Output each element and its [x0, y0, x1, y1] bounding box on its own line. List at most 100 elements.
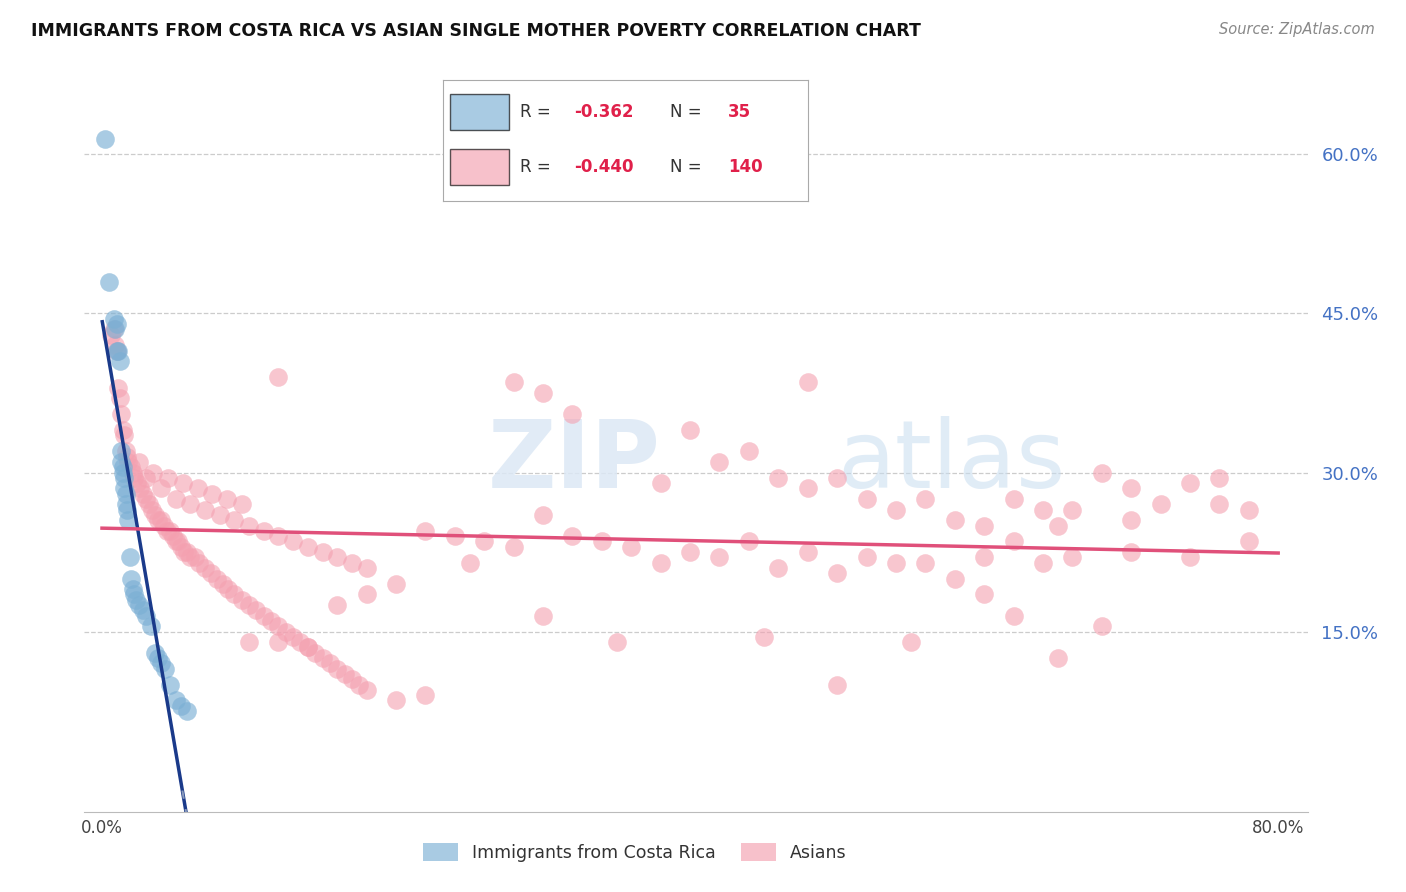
- Point: [120, 460, 142, 475]
- Point: [152, 518, 174, 533]
- Point: [165, 491, 187, 506]
- Point: [606, 635, 628, 649]
- Point: [238, 635, 260, 649]
- Point: [297, 640, 319, 655]
- Point: [349, 677, 371, 691]
- Point: [1062, 502, 1084, 516]
- Point: [900, 635, 922, 649]
- Point: [531, 386, 554, 401]
- Point: [650, 556, 672, 570]
- Point: [104, 322, 127, 336]
- Point: [973, 550, 995, 565]
- Point: [1208, 471, 1230, 485]
- Point: [679, 423, 702, 437]
- Point: [385, 693, 408, 707]
- Point: [159, 677, 181, 691]
- Point: [110, 455, 132, 469]
- Point: [738, 534, 761, 549]
- Point: [415, 524, 437, 538]
- Point: [472, 534, 495, 549]
- Point: [105, 343, 128, 358]
- Point: [1149, 497, 1171, 511]
- Point: [914, 556, 936, 570]
- Point: [768, 471, 790, 485]
- Point: [281, 630, 304, 644]
- Point: [1032, 502, 1054, 516]
- Point: [122, 466, 145, 480]
- Point: [1237, 502, 1260, 516]
- Point: [108, 392, 131, 406]
- Point: [205, 572, 228, 586]
- Point: [620, 540, 643, 554]
- Point: [326, 550, 349, 565]
- Point: [176, 545, 198, 559]
- Point: [170, 698, 193, 713]
- Point: [114, 497, 136, 511]
- Text: 140: 140: [728, 158, 762, 176]
- Point: [149, 657, 172, 671]
- Point: [224, 513, 246, 527]
- Point: [290, 635, 312, 649]
- Point: [796, 482, 818, 496]
- Point: [385, 576, 408, 591]
- Point: [444, 529, 467, 543]
- Point: [709, 550, 731, 565]
- Point: [208, 508, 231, 522]
- Point: [124, 471, 146, 485]
- Text: atlas: atlas: [837, 416, 1066, 508]
- Point: [855, 491, 877, 506]
- Point: [768, 561, 790, 575]
- Point: [326, 662, 349, 676]
- Point: [165, 534, 187, 549]
- Point: [138, 497, 160, 511]
- Point: [825, 677, 848, 691]
- Point: [173, 545, 195, 559]
- Point: [796, 376, 818, 390]
- Point: [1002, 491, 1025, 506]
- Point: [356, 682, 378, 697]
- Point: [1046, 651, 1069, 665]
- Point: [752, 630, 775, 644]
- Point: [561, 529, 583, 543]
- Text: N =: N =: [669, 103, 706, 120]
- Text: 35: 35: [728, 103, 751, 120]
- Point: [709, 455, 731, 469]
- Point: [112, 471, 135, 485]
- Point: [311, 651, 333, 665]
- Point: [415, 688, 437, 702]
- Point: [194, 561, 217, 575]
- Point: [183, 550, 205, 565]
- Point: [167, 534, 190, 549]
- Point: [125, 592, 148, 607]
- Point: [127, 476, 149, 491]
- Point: [1002, 534, 1025, 549]
- Point: [260, 614, 283, 628]
- Point: [319, 657, 342, 671]
- Point: [111, 460, 134, 475]
- Point: [531, 608, 554, 623]
- Point: [146, 513, 169, 527]
- Point: [796, 545, 818, 559]
- Point: [1091, 619, 1114, 633]
- Point: [128, 598, 150, 612]
- Point: [105, 343, 128, 358]
- Point: [274, 624, 297, 639]
- Point: [187, 482, 209, 496]
- Point: [215, 491, 238, 506]
- Point: [112, 482, 135, 496]
- Point: [103, 311, 125, 326]
- Point: [973, 518, 995, 533]
- Point: [114, 444, 136, 458]
- Point: [107, 381, 129, 395]
- Point: [245, 603, 267, 617]
- Point: [333, 667, 356, 681]
- Point: [224, 587, 246, 601]
- Point: [108, 354, 131, 368]
- Point: [194, 502, 217, 516]
- Point: [110, 444, 132, 458]
- Point: [146, 651, 169, 665]
- Point: [943, 572, 966, 586]
- Point: [120, 572, 142, 586]
- Point: [1062, 550, 1084, 565]
- Point: [591, 534, 613, 549]
